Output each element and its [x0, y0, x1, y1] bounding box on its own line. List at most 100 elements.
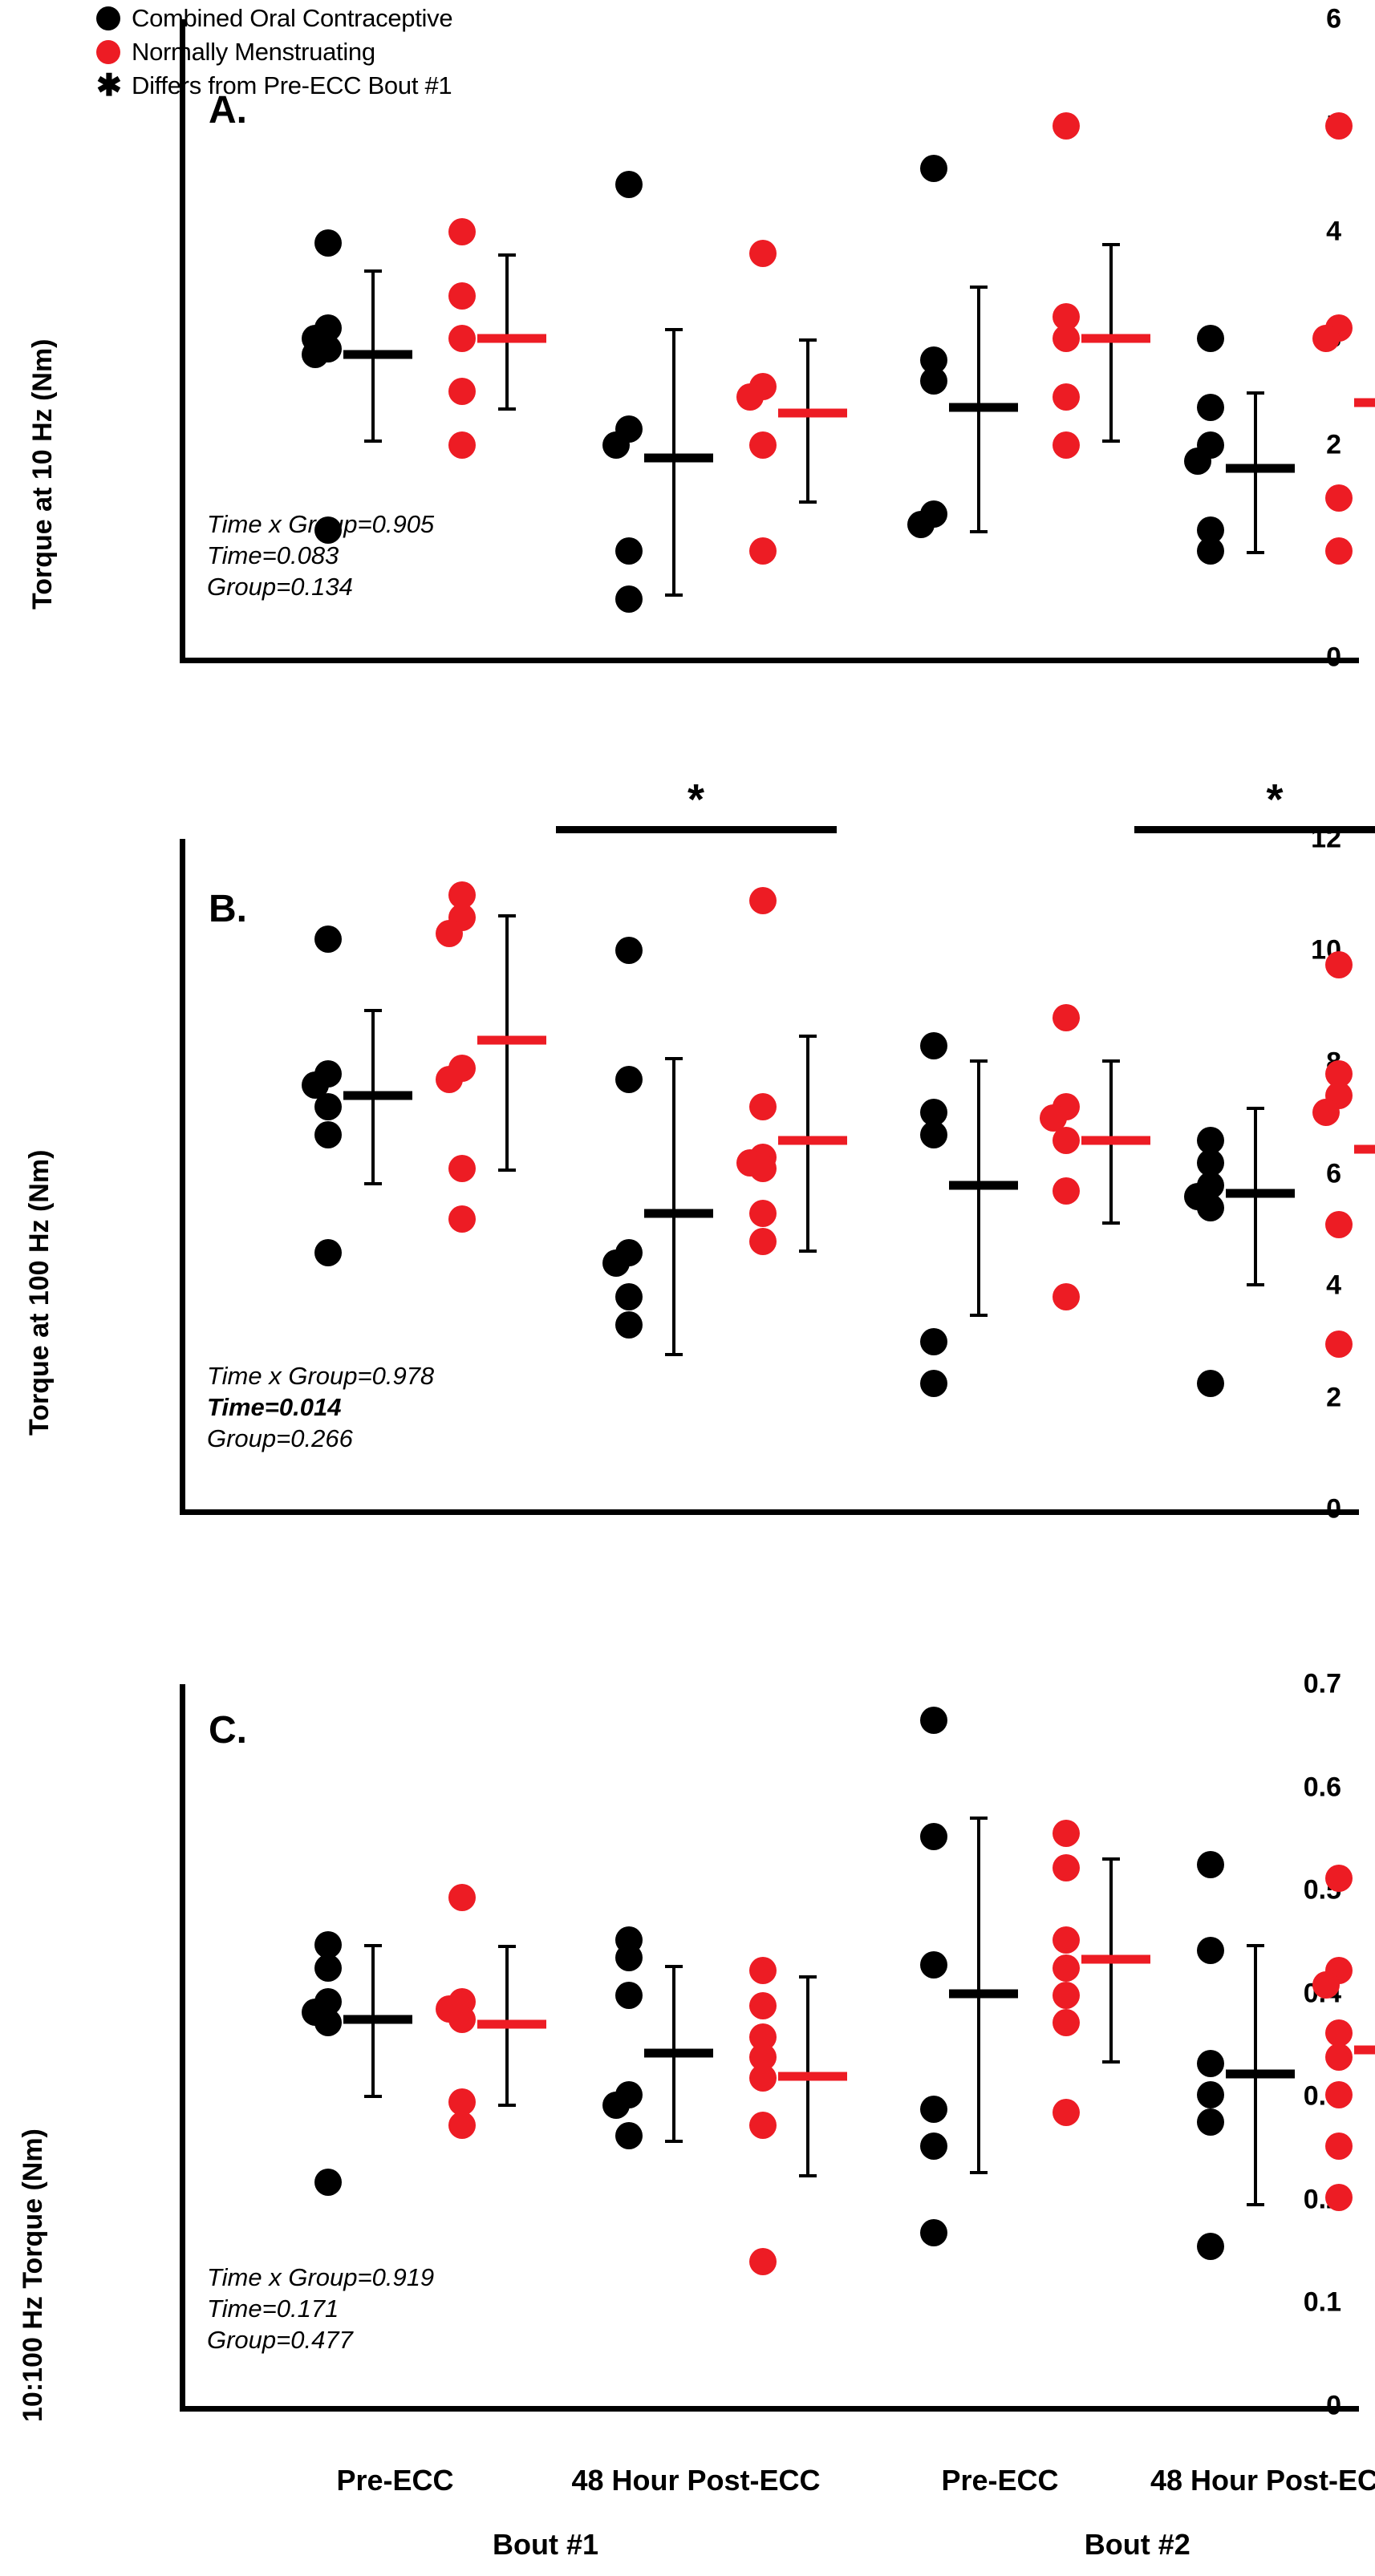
error-bar-cap-lower	[364, 439, 382, 444]
legend: Combined Oral Contraceptive Normally Mens…	[96, 2, 818, 103]
panel-letter: A.	[209, 89, 247, 132]
mean-marker	[1226, 1189, 1295, 1198]
mean-marker	[343, 350, 412, 359]
data-point	[920, 2095, 947, 2123]
data-point	[1053, 2098, 1080, 2126]
error-bar-line	[672, 1056, 675, 1353]
panel-letter: B.	[209, 888, 247, 930]
stat-line-group: Group=0.134	[207, 573, 353, 601]
data-point	[615, 1065, 643, 1093]
mean-marker	[778, 408, 847, 418]
data-point	[1053, 1926, 1080, 1954]
data-point	[448, 1205, 476, 1233]
mean-marker	[343, 1091, 412, 1100]
data-point	[1053, 111, 1080, 140]
mean-marker	[949, 1989, 1018, 1999]
panel-letter: C.	[209, 1709, 247, 1752]
mean-marker	[778, 2072, 847, 2081]
significance-bar	[1134, 826, 1375, 833]
y-axis-tick-label: 6	[1326, 3, 1341, 34]
data-point	[448, 281, 476, 310]
error-bar-cap-upper	[1247, 1944, 1264, 1947]
legend-marker-circle-icon	[96, 6, 120, 30]
y-axis-tick-label: 2	[1326, 429, 1341, 460]
stat-line-time_x_group: Time x Group=0.919	[207, 2263, 435, 2291]
stat-line-time: Time=0.083	[207, 541, 339, 569]
mean-marker	[1081, 334, 1150, 343]
data-point	[920, 1370, 947, 1398]
mean-marker	[1354, 398, 1375, 407]
y-axis-line	[180, 1684, 185, 2411]
y-axis-tick-label: 0	[1326, 2390, 1341, 2421]
x-axis-labels: Pre-ECC 48 Hour Post-ECC Bout #1 Pre-ECC 48 …	[0, 2454, 1375, 2576]
data-point	[448, 2005, 476, 2033]
y-axis-tick-label: 0.7	[1303, 1668, 1341, 1699]
data-point	[749, 431, 777, 459]
mean-marker	[778, 1136, 847, 1145]
data-point	[602, 2091, 630, 2119]
error-bar-cap-lower	[498, 407, 516, 411]
mean-marker	[949, 403, 1018, 412]
y-axis-tick-label: 0	[1326, 1493, 1341, 1525]
error-bar-cap-upper	[665, 327, 683, 331]
data-point	[920, 1823, 947, 1851]
error-bar-cap-upper	[970, 1816, 988, 1820]
error-bar-cap-lower	[799, 1250, 817, 1254]
mean-marker	[1226, 2069, 1295, 2079]
data-point	[448, 378, 476, 406]
error-bar-cap-upper	[498, 1945, 516, 1949]
data-point	[920, 1121, 947, 1149]
x-axis-bout-label: Bout #1	[492, 2528, 599, 2561]
data-point	[1197, 1936, 1224, 1964]
stat-line-time: Time=0.171	[207, 2295, 339, 2323]
mean-marker	[477, 2019, 546, 2029]
stat-line-group: Group=0.266	[207, 1424, 353, 1452]
data-point	[448, 2112, 476, 2140]
panel-a: Torque at 10 Hz (Nm) 0123456A.Time x Gro…	[0, 0, 1375, 754]
data-point	[615, 1283, 643, 1311]
y-axis-tick-label: 0.6	[1303, 1772, 1341, 1803]
data-point	[314, 2008, 342, 2036]
data-point	[1053, 1177, 1080, 1205]
data-point	[615, 937, 643, 965]
legend-marker-circle-icon	[96, 40, 120, 64]
mean-marker	[477, 1035, 546, 1045]
data-point	[314, 1093, 342, 1121]
data-point	[1197, 1193, 1224, 1221]
data-point	[314, 1238, 342, 1266]
data-point	[920, 2132, 947, 2160]
data-point	[1197, 537, 1224, 565]
error-bar-cap-lower	[665, 2140, 683, 2144]
data-point	[1197, 2232, 1224, 2260]
error-bar-cap-lower	[1102, 1221, 1120, 1225]
data-point	[1197, 2080, 1224, 2108]
data-point	[920, 1031, 947, 1059]
data-point	[1325, 1210, 1353, 1238]
panel-a-plot-area: 0123456A.Time x Group=0.905Time=0.083Gro…	[180, 4, 1375, 738]
data-point	[749, 2248, 777, 2275]
data-point	[448, 2088, 476, 2116]
mean-marker	[949, 1181, 1018, 1190]
x-axis-timepoint-label: Pre-ECC	[941, 2464, 1059, 2497]
data-point	[435, 920, 463, 948]
data-point	[1183, 447, 1211, 475]
data-point	[920, 1707, 947, 1734]
data-point	[615, 1311, 643, 1339]
error-bar-cap-upper	[970, 285, 988, 289]
error-bar-cap-upper	[799, 338, 817, 342]
error-bar-cap-lower	[970, 2170, 988, 2174]
data-point	[749, 1957, 777, 1985]
stat-line-time: Time=0.014	[207, 1393, 342, 1421]
data-point	[314, 2169, 342, 2196]
data-point	[749, 1992, 777, 2020]
error-bar-cap-upper	[665, 1056, 683, 1060]
y-axis-line	[180, 19, 185, 662]
error-bar-cap-upper	[1102, 242, 1120, 246]
data-point	[435, 1065, 463, 1093]
y-axis-tick-label: 6	[1326, 1158, 1341, 1189]
panel-c-plot-area: 00.10.20.30.40.50.60.7C.Time x Group=0.9…	[180, 1652, 1375, 2462]
x-axis-timepoint-label: 48 Hour Post-ECC	[1150, 2464, 1375, 2497]
mean-marker	[1226, 464, 1295, 473]
data-point	[1325, 484, 1353, 512]
y-axis-tick-label: 4	[1326, 216, 1341, 247]
